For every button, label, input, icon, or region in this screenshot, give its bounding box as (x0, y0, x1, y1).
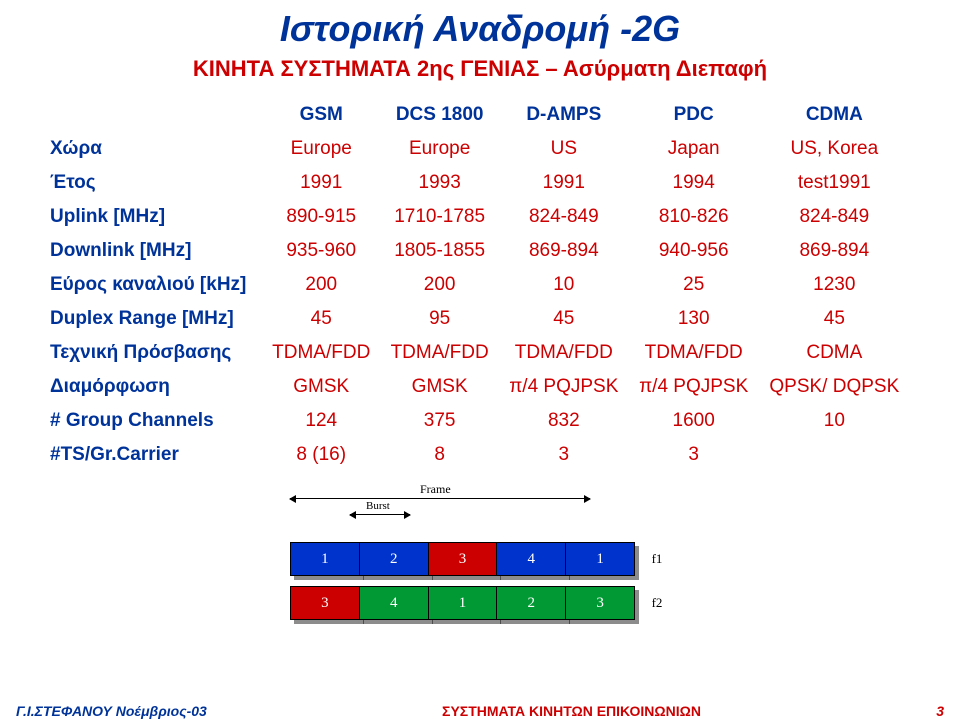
burst-label: Burst (366, 500, 390, 512)
table-cell: 95 (380, 302, 498, 336)
table-cell: 869-894 (759, 234, 910, 268)
table-cell: 375 (380, 404, 498, 438)
slide: Ιστορική Αναδρομή -2G ΚΙΝΗΤΑ ΣΥΣΤΗΜΑΤΑ 2… (0, 8, 960, 725)
table-cell: 1230 (759, 268, 910, 302)
table-cell: 25 (629, 268, 759, 302)
frame-slot: 1 (428, 586, 498, 620)
table-cell: 935-960 (262, 234, 380, 268)
table-cell: 1993 (380, 166, 498, 200)
table-cell: US, Korea (759, 132, 910, 166)
frame-row-1: 12341f1 (290, 542, 670, 576)
table-cell: 45 (499, 302, 629, 336)
table-row-header: Duplex Range [MHz] (50, 302, 262, 336)
table-row-header: # Group Channels (50, 404, 262, 438)
slide-subtitle: ΚΙΝΗΤΑ ΣΥΣΤΗΜΑΤΑ 2ης ΓΕΝΙΑΣ – Ασύρματη Δ… (0, 56, 960, 82)
table-cell: 824-849 (499, 200, 629, 234)
table-cell (759, 438, 910, 472)
table-cell: 200 (262, 268, 380, 302)
frame-slot: 3 (428, 542, 498, 576)
table-row-header: #TS/Gr.Carrier (50, 438, 262, 472)
table-row-header: Τεχνική Πρόσβασης (50, 336, 262, 370)
table-column-header: DCS 1800 (380, 98, 498, 132)
frame-slot: 4 (496, 542, 566, 576)
table-cell: 1991 (499, 166, 629, 200)
frame-slot: 3 (290, 586, 360, 620)
table-cell: 45 (262, 302, 380, 336)
frame-slot: 2 (496, 586, 566, 620)
table-row-header: Έτος (50, 166, 262, 200)
table-cell: 10 (759, 404, 910, 438)
table-cell: 810-826 (629, 200, 759, 234)
slide-title: Ιστορική Αναδρομή -2G (0, 8, 960, 50)
table-cell: US (499, 132, 629, 166)
table-cell: 200 (380, 268, 498, 302)
frame-slot: 2 (359, 542, 429, 576)
table-cell: TDMA/FDD (380, 336, 498, 370)
frame-freq-label: f2 (644, 586, 670, 620)
table-cell: 1994 (629, 166, 759, 200)
table-column-header: CDMA (759, 98, 910, 132)
table-cell: GMSK (380, 370, 498, 404)
table-cell: 1805-1855 (380, 234, 498, 268)
table-row-header: Χώρα (50, 132, 262, 166)
table-column-header: PDC (629, 98, 759, 132)
table-cell: 832 (499, 404, 629, 438)
table-cell: Japan (629, 132, 759, 166)
table-cell: 1991 (262, 166, 380, 200)
table-row-header: Εύρος καναλιού [kHz] (50, 268, 262, 302)
table-cell: 8 (16) (262, 438, 380, 472)
table-column-header: GSM (262, 98, 380, 132)
frame-diagram: Frame Burst 12341f1 34123f2 (290, 496, 670, 620)
table-cell: 1600 (629, 404, 759, 438)
table-cell: 3 (499, 438, 629, 472)
table-row-header: Uplink [MHz] (50, 200, 262, 234)
table-cell: 1710-1785 (380, 200, 498, 234)
frame-label: Frame (420, 482, 451, 497)
table-cell: 869-894 (499, 234, 629, 268)
table-row-header: Downlink [MHz] (50, 234, 262, 268)
table-cell: 940-956 (629, 234, 759, 268)
table-cell: π/4 PQJPSK (629, 370, 759, 404)
table-cell: TDMA/FDD (499, 336, 629, 370)
spec-table: GSMDCS 1800D-AMPSPDCCDMAΧώραEuropeEurope… (50, 98, 910, 472)
table-cell: 8 (380, 438, 498, 472)
frame-freq-label: f1 (644, 542, 670, 576)
table-cell: Europe (380, 132, 498, 166)
table-cell: TDMA/FDD (629, 336, 759, 370)
table-column-header: D-AMPS (499, 98, 629, 132)
table-cell: TDMA/FDD (262, 336, 380, 370)
frame-slot: 4 (359, 586, 429, 620)
table-cell: test1991 (759, 166, 910, 200)
table-cell: 824-849 (759, 200, 910, 234)
table-cell: 130 (629, 302, 759, 336)
table-cell: 3 (629, 438, 759, 472)
table-cell: π/4 PQJPSK (499, 370, 629, 404)
frame-slot: 1 (565, 542, 635, 576)
table-cell: GMSK (262, 370, 380, 404)
table-cell: QPSK/ DQPSK (759, 370, 910, 404)
table-cell: 10 (499, 268, 629, 302)
table-row-header: Διαμόρφωση (50, 370, 262, 404)
table-cell: 45 (759, 302, 910, 336)
frame-row-2: 34123f2 (290, 586, 670, 620)
table-cell: CDMA (759, 336, 910, 370)
frame-slot: 3 (565, 586, 635, 620)
frame-slot: 1 (290, 542, 360, 576)
table-cell: Europe (262, 132, 380, 166)
table-cell: 890-915 (262, 200, 380, 234)
table-cell: 124 (262, 404, 380, 438)
